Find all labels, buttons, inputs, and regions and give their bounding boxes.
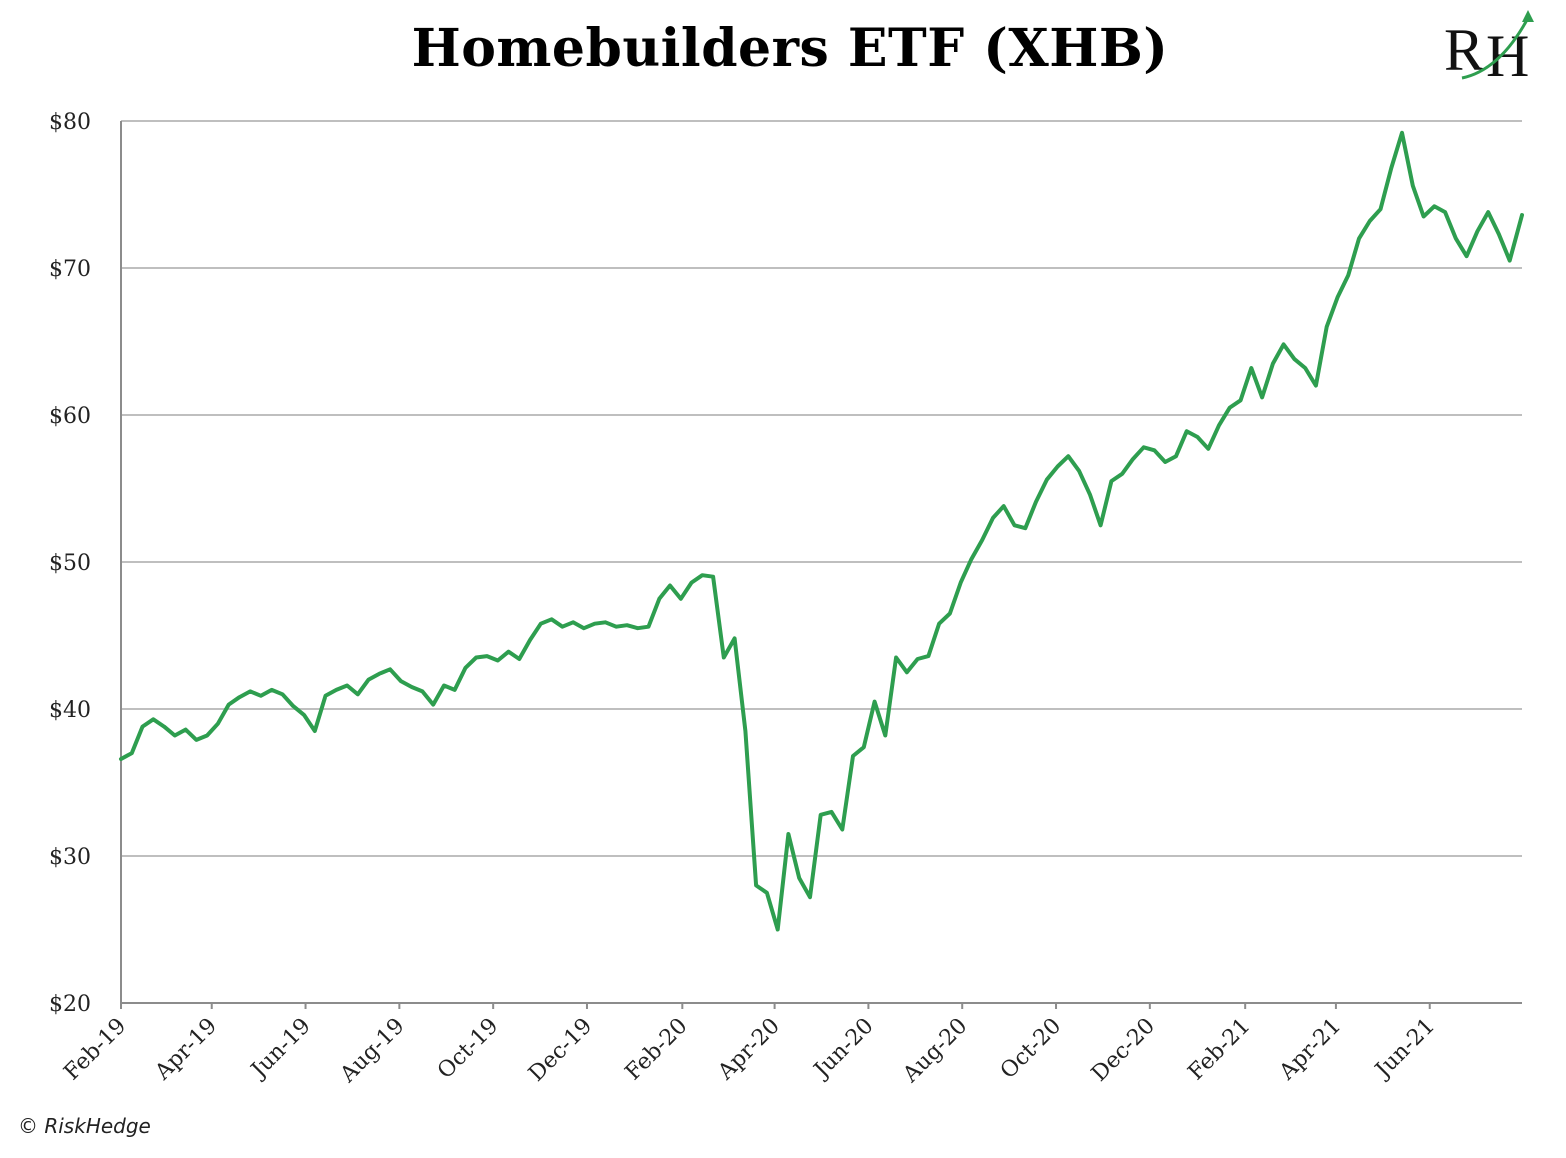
y-tick-label: $40 (49, 698, 91, 723)
y-tick-label: $30 (49, 845, 91, 870)
x-tick-label: Feb-21 (1184, 1014, 1256, 1086)
grid-lines (121, 120, 1522, 857)
x-tick-label: Jun-20 (808, 1014, 878, 1084)
copyright-text: © RiskHedge (18, 1114, 151, 1138)
y-tick-label: $50 (49, 551, 91, 576)
riskhedge-logo: R H (1440, 6, 1550, 89)
x-tick-label: Jun-21 (1370, 1014, 1440, 1084)
y-tick-labels: $20 $30 $40 $50 $60 $70 $80 (49, 110, 91, 1017)
x-tick-label: Oct-20 (996, 1014, 1066, 1084)
x-tick-label: Jun-19 (245, 1014, 315, 1084)
x-tick-label: Feb-20 (621, 1014, 693, 1086)
x-tick-label: Apr-19 (150, 1014, 222, 1086)
x-tick-label: Aug-19 (335, 1014, 410, 1089)
x-tick-label: Apr-20 (713, 1014, 785, 1086)
series-line-xhb (119, 130, 1524, 932)
chart-title: Homebuilders ETF (XHB) (411, 18, 1169, 79)
x-tick-label: Oct-19 (433, 1014, 503, 1084)
x-tick-label: Dec-20 (1087, 1014, 1160, 1087)
x-tick-label: Aug-20 (898, 1014, 973, 1089)
x-tick-label: Apr-21 (1274, 1014, 1346, 1086)
y-tick-label: $80 (49, 110, 91, 135)
x-tick-label: Dec-19 (524, 1014, 597, 1087)
x-tick-labels: Feb-19 Apr-19 Jun-19 Aug-19 Oct-19 Dec-19 Feb-… (59, 1014, 1440, 1089)
series-lines (119, 130, 1524, 932)
y-tick-label: $20 (49, 992, 91, 1017)
x-tick-label: Feb-19 (59, 1014, 131, 1086)
axes (120, 121, 1522, 1009)
y-tick-label: $60 (49, 404, 91, 429)
svg-text:H: H (1486, 23, 1529, 86)
y-tick-label: $70 (49, 257, 91, 282)
